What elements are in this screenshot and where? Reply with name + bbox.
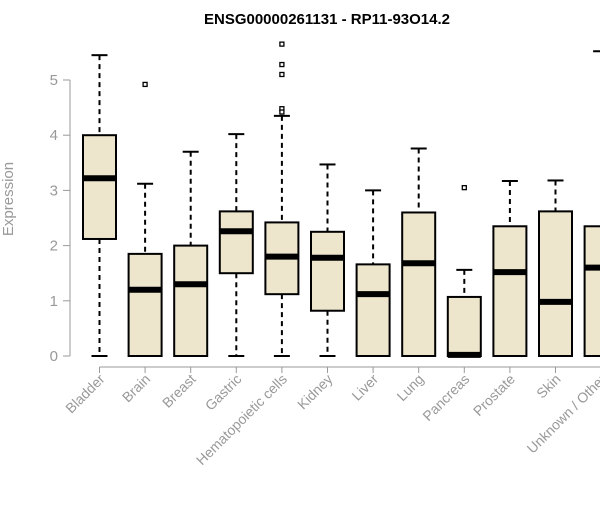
box-bladder — [82, 54, 117, 357]
x-tick-label: Pancreas — [419, 371, 472, 424]
x-tick-label: Skin — [533, 371, 564, 402]
box-rect — [355, 263, 391, 358]
box-rect — [218, 210, 254, 275]
box-skin — [538, 179, 573, 357]
y-axis: 0 1 2 3 4 5 — [50, 72, 71, 365]
y-tick-label: 5 — [50, 72, 58, 89]
box-rect — [583, 225, 600, 357]
box-rect — [173, 244, 209, 358]
box-pancreas — [446, 184, 482, 358]
x-tick-label: Brain — [119, 371, 153, 405]
box-rect — [538, 210, 573, 357]
box-liver — [355, 189, 391, 358]
box-brain — [127, 81, 163, 358]
box-prostate — [492, 180, 528, 357]
y-axis-label: Expression — [0, 162, 17, 236]
box-rect — [127, 252, 163, 358]
y-tick-label: 4 — [50, 127, 58, 144]
y-tick-label: 2 — [50, 238, 58, 255]
chart-title: ENSG00000261131 - RP11-93O14.2 — [204, 11, 450, 28]
outlier-point — [142, 81, 148, 88]
box-rect — [446, 295, 482, 358]
box-rect — [401, 211, 437, 357]
y-tick-label: 1 — [50, 293, 58, 310]
outlier-point — [279, 41, 285, 47]
box-kidney — [310, 163, 345, 357]
x-tick-label: Breast — [159, 371, 199, 411]
x-tick-label: Lung — [393, 371, 426, 404]
box-lung — [401, 147, 437, 357]
outlier-point — [279, 71, 285, 78]
x-tick-label: Kidney — [294, 371, 336, 413]
outlier-point — [279, 109, 285, 115]
y-tick-label: 0 — [50, 348, 58, 365]
box-rect — [310, 230, 345, 312]
x-tick-label: Bladder — [62, 371, 108, 417]
y-tick-label: 3 — [50, 182, 58, 199]
box-unknown-other — [583, 50, 600, 357]
box-hematopoietic-cells — [264, 41, 300, 357]
x-tick-label: Hematopoietic cells — [193, 371, 290, 468]
boxes-group — [82, 41, 600, 358]
x-tick-label: Gastric — [202, 371, 245, 414]
box-breast — [173, 150, 209, 358]
box-gastric — [218, 133, 254, 357]
outlier-point — [279, 61, 285, 68]
box-rect — [492, 225, 528, 357]
x-tick-label: Prostate — [470, 371, 518, 419]
box-rect — [82, 134, 117, 240]
x-tick-label: Liver — [348, 371, 381, 404]
outlier-point — [461, 184, 467, 191]
